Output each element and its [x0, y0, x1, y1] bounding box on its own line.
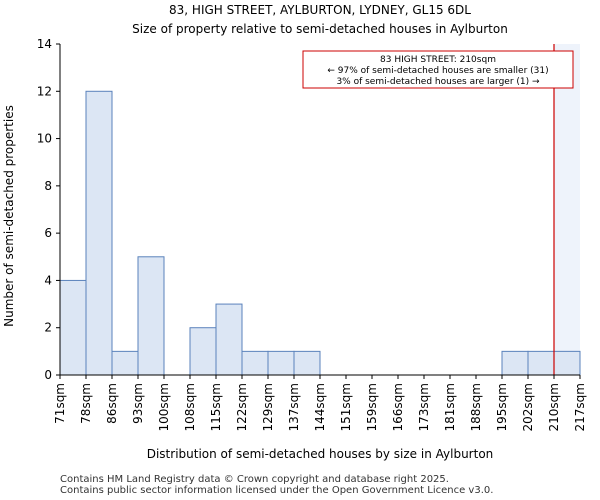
bar	[267, 350, 295, 376]
bar	[527, 350, 555, 376]
bar	[293, 350, 321, 376]
y-tick-label: 6	[44, 226, 52, 240]
x-tick-label: 129sqm	[261, 383, 275, 431]
bar	[501, 350, 529, 376]
y-tick-label: 14	[37, 37, 52, 51]
chart: 83, HIGH STREET, AYLBURTON, LYDNEY, GL15…	[2, 3, 587, 461]
x-tick-label: 108sqm	[183, 383, 197, 431]
marker-shaded-region	[554, 44, 580, 375]
footer: Contains HM Land Registry data © Crown c…	[60, 474, 493, 496]
x-axis-label: Distribution of semi-detached houses by …	[147, 447, 494, 461]
x-tick-label: 210sqm	[547, 383, 561, 431]
y-tick-label: 4	[44, 273, 52, 287]
x-tick-label: 188sqm	[469, 383, 483, 431]
bar	[137, 256, 165, 376]
y-tick-label: 8	[44, 179, 52, 193]
bar	[111, 350, 139, 376]
annotation-line: ← 97% of semi-detached houses are smalle…	[327, 66, 548, 76]
bar	[59, 279, 87, 376]
bar	[215, 303, 243, 376]
y-tick-label: 10	[37, 132, 52, 146]
x-tick-label: 144sqm	[313, 383, 327, 431]
chart-subtitle: Size of property relative to semi-detach…	[132, 22, 508, 36]
chart-title: 83, HIGH STREET, AYLBURTON, LYDNEY, GL15…	[169, 3, 471, 17]
x-tick-label: 137sqm	[287, 383, 301, 431]
x-tick-label: 159sqm	[365, 383, 379, 431]
x-tick-label: 115sqm	[209, 383, 223, 431]
annotation-box	[302, 50, 574, 89]
x-tick-label: 122sqm	[235, 383, 249, 431]
x-tick-label: 166sqm	[391, 383, 405, 431]
bar	[189, 327, 217, 376]
x-tick-label: 86sqm	[105, 383, 119, 424]
bar	[241, 350, 269, 376]
x-tick-label: 93sqm	[131, 383, 145, 424]
footer-line-1: Contains HM Land Registry data © Crown c…	[60, 474, 449, 485]
y-axis-label: Number of semi-detached properties	[2, 105, 16, 327]
x-tick-label: 78sqm	[79, 383, 93, 424]
y-tick-label: 12	[37, 84, 52, 98]
x-tick-label: 71sqm	[53, 383, 67, 424]
annotation-line: 83 HIGH STREET: 210sqm	[380, 55, 496, 65]
x-tick-label: 217sqm	[573, 383, 587, 431]
x-tick-label: 100sqm	[157, 383, 171, 431]
x-tick-label: 202sqm	[521, 383, 535, 431]
annotation-line: 3% of semi-detached houses are larger (1…	[336, 77, 540, 87]
bar	[553, 350, 581, 376]
x-tick-label: 181sqm	[443, 383, 457, 431]
bar	[85, 90, 113, 376]
x-tick-label: 151sqm	[339, 383, 353, 431]
y-tick-label: 2	[44, 321, 52, 335]
y-tick-label: 0	[44, 368, 52, 382]
footer-line-2: Contains public sector information licen…	[60, 485, 494, 496]
x-tick-label: 195sqm	[495, 383, 509, 431]
x-tick-label: 173sqm	[417, 383, 431, 431]
